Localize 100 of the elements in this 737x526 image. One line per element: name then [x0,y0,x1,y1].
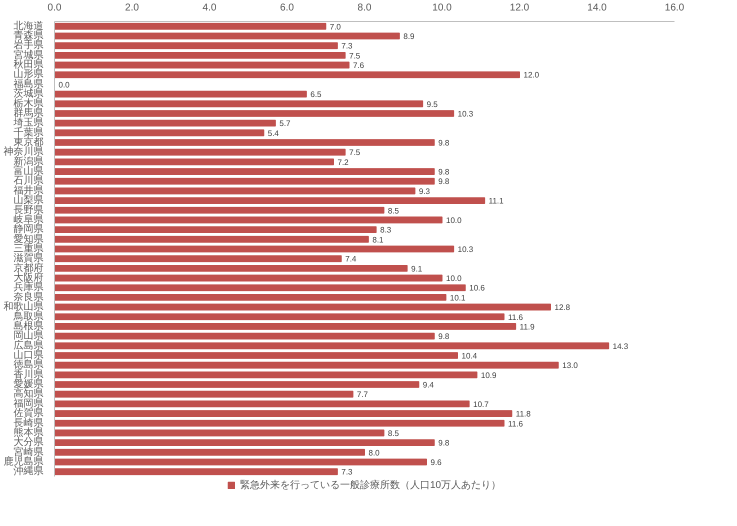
data-label: 9.4 [422,380,434,390]
data-label: 9.3 [418,186,431,196]
data-label: 10.0 [446,216,462,225]
data-label: 0.0 [58,80,70,90]
data-label: 8.1 [372,235,384,244]
data-label: 10.3 [458,109,474,118]
bar [54,458,427,466]
bar [54,313,504,320]
y-tick-label: 福岡県 [14,397,44,410]
bar [54,400,470,408]
data-label: 13.0 [562,361,578,370]
bar [54,216,442,224]
x-tick-label: 2.0 [125,2,140,14]
bar [54,342,610,350]
data-label: 8.5 [388,428,400,438]
bar [54,120,276,127]
bar [54,100,424,108]
data-label: 14.3 [612,342,629,351]
y-tick-label: 佐賀県 [14,407,44,420]
y-tick-label: 北海道 [14,20,44,32]
bar [54,226,377,234]
y-tick-label: 長野県 [14,204,44,216]
data-label: 8.3 [380,226,392,235]
data-label: 10.3 [458,245,474,254]
y-tick-label: 福井県 [14,184,44,196]
bar [54,468,338,476]
bar [54,129,264,136]
bar [54,323,516,330]
bar [54,178,435,185]
y-tick-label: 栃木県 [14,97,44,110]
y-tick-label: 三重県 [14,242,44,254]
bar [54,236,369,243]
y-tick-label: 山口県 [14,348,44,361]
data-label: 6.5 [310,90,322,100]
data-label: 7.7 [356,390,369,400]
x-tick-label: 6.0 [280,2,294,14]
data-label: 9.8 [438,438,450,448]
x-tick-label: 4.0 [202,2,217,14]
bar [54,284,466,292]
data-label: 11.1 [488,196,504,206]
y-tick-label: 山梨県 [14,194,44,206]
bar [54,439,435,446]
bar [54,264,408,272]
bar [54,110,454,117]
bar [54,352,458,359]
bar [54,410,512,417]
y-tick-label: 宮城県 [14,48,44,61]
data-label: 8.5 [388,206,400,216]
bar [54,62,350,68]
bar [54,188,416,194]
data-label: 10.6 [469,284,486,293]
y-tick-label: 茨城県 [14,88,44,100]
y-tick-label: 奈良県 [14,290,44,303]
y-tick-label: 愛知県 [14,232,44,245]
bar [54,371,478,378]
bar [54,42,338,50]
data-label: 10.1 [450,293,466,302]
bar [54,197,486,204]
bar [54,274,442,282]
data-label: 11.6 [508,419,524,428]
data-label: 10.7 [473,400,490,409]
y-tick-label: 広島県 [14,339,44,352]
data-label: 8.0 [368,448,380,458]
bar [54,420,504,427]
data-label: 11.9 [520,322,536,332]
data-label: 11.6 [508,312,524,322]
data-label: 9.8 [438,177,450,186]
x-tick-label: 8.0 [358,2,372,14]
data-label: 10.4 [462,351,478,360]
bar [54,22,326,30]
data-label: 7.5 [349,51,361,60]
bar [54,32,400,40]
data-label: 9.5 [426,100,438,109]
data-label: 11.8 [516,410,532,419]
bar [54,430,384,436]
bar [54,304,551,310]
x-tick-label: 14.0 [587,2,608,14]
data-label: 10.0 [446,274,462,284]
data-label: 7.2 [338,158,350,167]
bar [54,168,435,175]
bar [54,448,365,456]
y-tick-label: 香川県 [14,368,44,380]
data-label: 10.9 [480,370,497,380]
bar [54,158,334,166]
data-label: 7.3 [341,42,354,51]
data-label: 7.5 [349,148,361,158]
data-label: 7.6 [353,61,365,70]
bar [54,206,384,214]
y-tick-label: 宮崎県 [14,446,44,458]
x-tick-label: 16.0 [664,2,685,14]
data-label: 5.7 [279,119,292,128]
data-label: 7.0 [330,22,342,32]
data-label: 9.8 [438,332,450,342]
data-label: 7.3 [341,468,354,477]
y-tick-label: 新潟県 [14,155,44,168]
data-label: 8.9 [403,32,416,42]
data-label: 12.8 [554,303,571,312]
data-label: 9.6 [430,458,442,467]
data-label: 9.1 [411,264,423,274]
y-tick-label: 岐阜県 [14,213,44,226]
